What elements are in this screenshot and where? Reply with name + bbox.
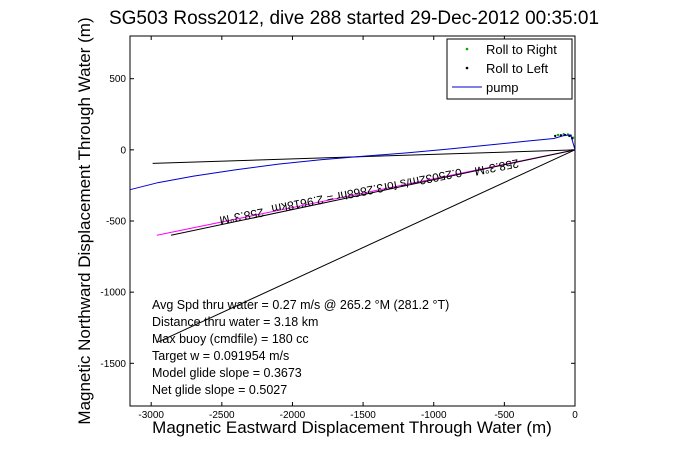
x-tick-label: 0	[572, 410, 578, 421]
reference-line-1	[158, 149, 576, 343]
legend-entry-roll-to-left: Roll to Left	[486, 61, 549, 76]
legend-swatch-roll-to-left	[465, 66, 469, 70]
y-axis-label: Magnetic Northward Displacement Through …	[75, 17, 94, 424]
y-tick-label: 500	[109, 74, 126, 85]
series-lines	[129, 132, 576, 191]
legend: Roll to Right Roll to Left pump	[446, 38, 573, 100]
series-pump-line	[129, 134, 576, 191]
chart-title: SG503 Ross2012, dive 288 started 29-Dec-…	[109, 8, 599, 29]
stats-line: Net glide slope = 0.5027	[152, 383, 287, 397]
y-tick-label: -500	[106, 217, 126, 228]
y-axis-ticks: -1500 -1000 -500 0 500	[100, 74, 575, 370]
legend-swatch-roll-to-right	[465, 47, 469, 51]
x-tick-label: -1500	[350, 410, 376, 421]
stats-line: Model glide slope = 0.3673	[152, 366, 302, 380]
series-roll-to-right-point	[556, 133, 560, 137]
legend-entry-roll-to-right: Roll to Right	[486, 42, 557, 57]
stats-text-block: Avg Spd thru water = 0.27 m/s @ 265.2 °M…	[152, 298, 449, 397]
reference-line-3	[170, 149, 576, 236]
x-tick-label: -2000	[280, 410, 306, 421]
x-axis-label: Magnetic Eastward Displacement Through W…	[152, 418, 552, 437]
x-tick-label: -500	[494, 410, 514, 421]
x-tick-label: -2500	[209, 410, 235, 421]
series-roll-to-left-point	[554, 134, 557, 138]
y-tick-label: -1500	[100, 359, 126, 370]
legend-entry-pump: pump	[486, 80, 519, 95]
y-tick-label: 0	[120, 145, 126, 156]
x-tick-label: -1000	[421, 410, 447, 421]
y-tick-label: -1000	[100, 288, 126, 299]
stats-line: Distance thru water = 3.18 km	[152, 315, 318, 329]
stats-line: Target w = 0.091954 m/s	[152, 349, 289, 363]
x-tick-label: -3000	[138, 410, 164, 421]
stats-line: Max buoy (cmdfile) = 180 cc	[152, 332, 309, 346]
stats-line: Avg Spd thru water = 0.27 m/s @ 265.2 °M…	[152, 298, 449, 312]
x-axis-ticks: -3000 -2500 -2000 -1500 -1000 -500 0	[138, 36, 578, 421]
